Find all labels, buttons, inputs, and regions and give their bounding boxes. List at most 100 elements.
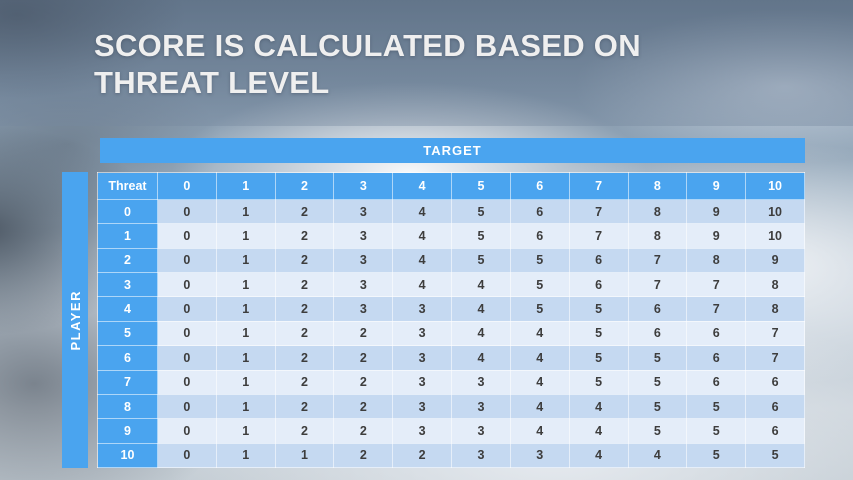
score-cell: 1: [215, 296, 276, 322]
score-cell: 3: [451, 418, 511, 444]
score-cell: 10: [745, 223, 805, 249]
row-header-cell: 4: [97, 296, 158, 322]
score-cell: 1: [215, 320, 276, 347]
row-header-cell: 6: [97, 345, 158, 371]
score-cell: 8: [745, 272, 805, 298]
score-cell: 10: [745, 198, 805, 225]
score-cell: 2: [274, 393, 335, 420]
score-cell: 7: [686, 296, 747, 322]
score-cell: 2: [274, 198, 335, 225]
score-cell: 7: [745, 345, 805, 371]
score-cell: 6: [686, 320, 747, 347]
score-cell: 1: [215, 345, 276, 371]
score-cell: 7: [745, 320, 805, 347]
corner-header-cell: Threat: [97, 172, 158, 200]
table-row: 0 0 1 2 3 4 5 6 7 8 9 10: [97, 198, 805, 225]
column-header-cell: 5: [451, 172, 511, 200]
score-cell: 4: [509, 320, 570, 347]
score-cell: 2: [333, 345, 394, 371]
score-cell: 0: [157, 393, 217, 420]
score-cell: 2: [274, 369, 335, 395]
score-table-body: 0 0 1 2 3 4 5 6 7 8 9 10 1 0 1 2 3 4 5 6 7 8 9 10 2 0 1 2 3 4 5 5 6 7 8 9 3 0…: [97, 198, 805, 469]
score-cell: 4: [392, 247, 453, 274]
score-table: Threat 0 1 2 3 4 5 6 7 8 9 10 0 0 1 2 3 4 5 6 7 8 9 10 1 0 1 2 3 4 5 6…: [97, 172, 805, 469]
score-cell: 7: [686, 272, 747, 298]
score-cell: 4: [451, 272, 511, 298]
score-cell: 3: [392, 418, 453, 444]
row-header-cell: 7: [97, 369, 158, 395]
slide-title: SCORE IS CALCULATED BASED ON THREAT LEVE…: [94, 28, 641, 101]
score-cell: 8: [686, 247, 747, 274]
score-cell: 4: [451, 296, 511, 322]
column-header-cell: 0: [157, 172, 217, 200]
score-cell: 0: [157, 247, 217, 274]
target-axis-header: TARGET: [100, 138, 805, 163]
column-header-cell: 3: [333, 172, 394, 200]
score-cell: 7: [627, 247, 688, 274]
score-cell: 0: [157, 369, 217, 395]
slide-title-line-2: THREAT LEVEL: [94, 64, 330, 100]
score-cell: 2: [392, 442, 453, 469]
score-cell: 5: [568, 369, 629, 395]
score-cell: 4: [509, 369, 570, 395]
score-cell: 2: [274, 272, 335, 298]
score-cell: 2: [333, 369, 394, 395]
score-cell: 5: [568, 320, 629, 347]
score-cell: 7: [568, 223, 629, 249]
score-cell: 4: [451, 320, 511, 347]
score-cell: 6: [745, 369, 805, 395]
score-cell: 3: [333, 198, 394, 225]
score-cell: 0: [157, 198, 217, 225]
score-cell: 1: [215, 247, 276, 274]
score-cell: 5: [568, 296, 629, 322]
score-cell: 5: [686, 442, 747, 469]
column-header-cell: 4: [392, 172, 453, 200]
score-cell: 1: [215, 198, 276, 225]
player-axis-header: PLAYER: [62, 172, 88, 468]
score-cell: 8: [745, 296, 805, 322]
row-header-cell: 0: [97, 198, 158, 225]
score-cell: 9: [686, 198, 747, 225]
score-cell: 5: [509, 272, 570, 298]
score-cell: 6: [686, 369, 747, 395]
column-header-cell: 7: [568, 172, 629, 200]
score-cell: 3: [509, 442, 570, 469]
score-cell: 2: [333, 393, 394, 420]
score-cell: 3: [451, 393, 511, 420]
score-cell: 1: [274, 442, 335, 469]
score-cell: 2: [333, 320, 394, 347]
score-cell: 4: [392, 223, 453, 249]
score-cell: 0: [157, 345, 217, 371]
score-cell: 5: [451, 223, 511, 249]
score-cell: 0: [157, 418, 217, 444]
score-cell: 3: [392, 320, 453, 347]
score-cell: 1: [215, 418, 276, 444]
score-cell: 2: [274, 320, 335, 347]
table-row: 10 0 1 1 2 2 3 3 4 4 5 5: [97, 442, 805, 469]
row-header-cell: 8: [97, 393, 158, 420]
score-cell: 5: [627, 393, 688, 420]
score-cell: 9: [745, 247, 805, 274]
score-cell: 0: [157, 320, 217, 347]
score-cell: 6: [686, 345, 747, 371]
column-header-cell: 2: [274, 172, 335, 200]
table-header-row: Threat 0 1 2 3 4 5 6 7 8 9 10: [97, 172, 805, 200]
score-cell: 2: [274, 223, 335, 249]
score-cell: 1: [215, 393, 276, 420]
score-cell: 3: [333, 223, 394, 249]
score-cell: 4: [451, 345, 511, 371]
row-header-cell: 2: [97, 247, 158, 274]
score-cell: 1: [215, 442, 276, 469]
score-cell: 5: [509, 247, 570, 274]
row-header-cell: 3: [97, 272, 158, 298]
row-header-cell: 10: [97, 442, 158, 469]
score-cell: 3: [392, 393, 453, 420]
score-cell: 6: [509, 198, 570, 225]
